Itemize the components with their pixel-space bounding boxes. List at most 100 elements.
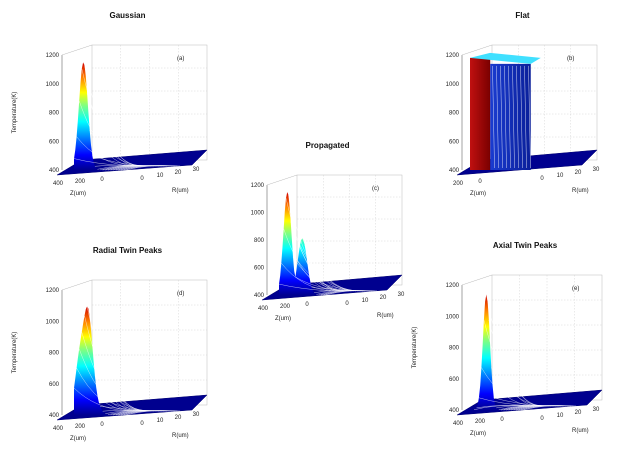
grid-lines — [461, 274, 603, 410]
r-axis-tick-label: 30 — [193, 167, 200, 173]
r-axis-ticks: 0 10 20 30 — [540, 167, 600, 182]
temperature-tick-label: 600 — [449, 139, 460, 145]
temperature-surface — [473, 294, 577, 411]
z-axis-tick-label: 200 — [75, 179, 86, 185]
panel-tag: (d) — [177, 291, 184, 297]
r-axis-tick-label: 10 — [362, 298, 369, 304]
mesh-line — [73, 387, 128, 412]
r-axis-tick-label: 20 — [575, 410, 582, 416]
mesh-line — [76, 136, 131, 167]
temperature-tick-label: 600 — [254, 266, 265, 272]
temperature-axis-label: Temperature(K) — [12, 92, 18, 134]
z-axis-ticks: 400 200 0 — [53, 422, 104, 432]
mesh-line — [488, 319, 542, 407]
mesh-line — [504, 65, 507, 169]
temperature-axis-label: Temperature(K) — [412, 327, 418, 369]
flat-top-hat-wall — [470, 57, 491, 170]
mesh-line — [285, 198, 338, 292]
mesh-line — [508, 65, 511, 169]
z-axis-tick-label: 400 — [53, 426, 64, 432]
temperature-tick-label: 800 — [254, 238, 265, 244]
mesh-line — [492, 65, 495, 169]
temperature-tick-label: 1200 — [251, 183, 265, 189]
r-axis-ticks: 0 10 20 30 — [345, 292, 405, 307]
temperature-tick-label: 600 — [49, 382, 60, 388]
z-axis-line — [61, 279, 93, 291]
z-axis-tick-label: 400 — [53, 181, 64, 187]
temperature-tick-label: 800 — [449, 111, 460, 117]
r-axis-tick-label: 20 — [175, 170, 182, 176]
r-axis-tick-label: 0 — [540, 416, 544, 422]
temperature-ticks: 1200 1000 800 600 400 — [46, 53, 60, 174]
temperature-tick-label: 1000 — [251, 211, 265, 217]
mesh-line — [325, 290, 378, 296]
temperature-surface — [278, 192, 378, 296]
mesh-line — [486, 294, 539, 407]
panel-tag: (b) — [567, 56, 574, 62]
r-axis-ticks: 0 10 20 30 — [140, 167, 200, 182]
z-axis-tick-label: 0 — [305, 302, 309, 308]
z-axis-tick-label: 0 — [100, 177, 104, 183]
temperature-ticks: 1200 1000 800 600 400 — [446, 53, 460, 174]
r-axis-tick-label: 10 — [157, 418, 164, 424]
temperature-tick-label: 1000 — [446, 314, 460, 320]
r-axis-label: R(um) — [572, 188, 589, 194]
mesh-line — [500, 65, 503, 169]
z-axis-tick-label: 0 — [500, 417, 504, 423]
r-axis-tick-label: 20 — [175, 415, 182, 421]
panel-tag: (e) — [572, 286, 579, 292]
surface-ridge — [474, 294, 524, 410]
mesh-line — [528, 65, 531, 169]
z-axis-line — [461, 44, 493, 56]
temperature-ticks: 1200 1000 800 600 400 — [446, 283, 460, 414]
z-axis-ticks: 400 200 0 — [258, 302, 309, 312]
temperature-ticks: 1200 1000 800 600 400 — [251, 183, 265, 299]
z-axis-tick-label: 200 — [453, 181, 464, 187]
mesh-line — [126, 165, 181, 171]
mesh-line — [524, 65, 527, 169]
mesh-line — [84, 65, 139, 167]
temperature-tick-label: 800 — [49, 111, 60, 117]
panel-title: Gaussian — [109, 11, 145, 20]
z-axis-tick-label: 200 — [475, 419, 486, 425]
temperature-tick-label: 600 — [49, 139, 60, 145]
surface-ridge — [74, 306, 127, 415]
z-axis-label: Z(um) — [70, 191, 86, 197]
panel-title: Flat — [515, 11, 530, 20]
surface-panel-1: 12001000800600400Temperature(K)Gaussian(… — [12, 11, 208, 197]
mesh-line — [496, 65, 499, 169]
temperature-tick-label: 1200 — [446, 283, 460, 289]
r-axis-label: R(um) — [172, 433, 189, 439]
r-axis-tick-label: 0 — [140, 176, 144, 182]
z-axis-label: Z(um) — [275, 316, 291, 322]
panel-title: Propagated — [305, 141, 349, 150]
temperature-tick-label: 400 — [49, 168, 60, 174]
surface-ridge — [74, 62, 127, 170]
r-axis-tick-label: 10 — [157, 173, 164, 179]
mesh-line — [523, 405, 577, 411]
r-axis-tick-label: 0 — [540, 176, 544, 182]
temperature-tick-label: 1000 — [46, 319, 60, 325]
mesh-line — [86, 93, 141, 167]
z-axis-tick-label: 400 — [258, 306, 269, 312]
flat-top-hat-cap — [470, 52, 541, 64]
r-axis-label: R(um) — [572, 428, 589, 434]
z-axis-line — [461, 274, 493, 286]
temperature-tick-label: 1000 — [46, 82, 60, 88]
temperature-surface — [73, 306, 181, 416]
r-axis-tick-label: 0 — [140, 421, 144, 427]
z-axis-ticks: 200 0 — [453, 179, 482, 187]
z-axis-tick-label: 0 — [100, 422, 104, 428]
r-axis-tick-label: 30 — [193, 412, 200, 418]
temperature-tick-label: 400 — [449, 168, 460, 174]
r-axis-ticks: 0 10 20 30 — [540, 407, 600, 422]
z-axis-tick-label: 400 — [453, 421, 464, 427]
panel-title: Radial Twin Peaks — [93, 246, 163, 255]
mesh-line — [126, 410, 181, 416]
z-axis-line — [61, 44, 93, 56]
temperature-tick-label: 400 — [449, 408, 460, 414]
